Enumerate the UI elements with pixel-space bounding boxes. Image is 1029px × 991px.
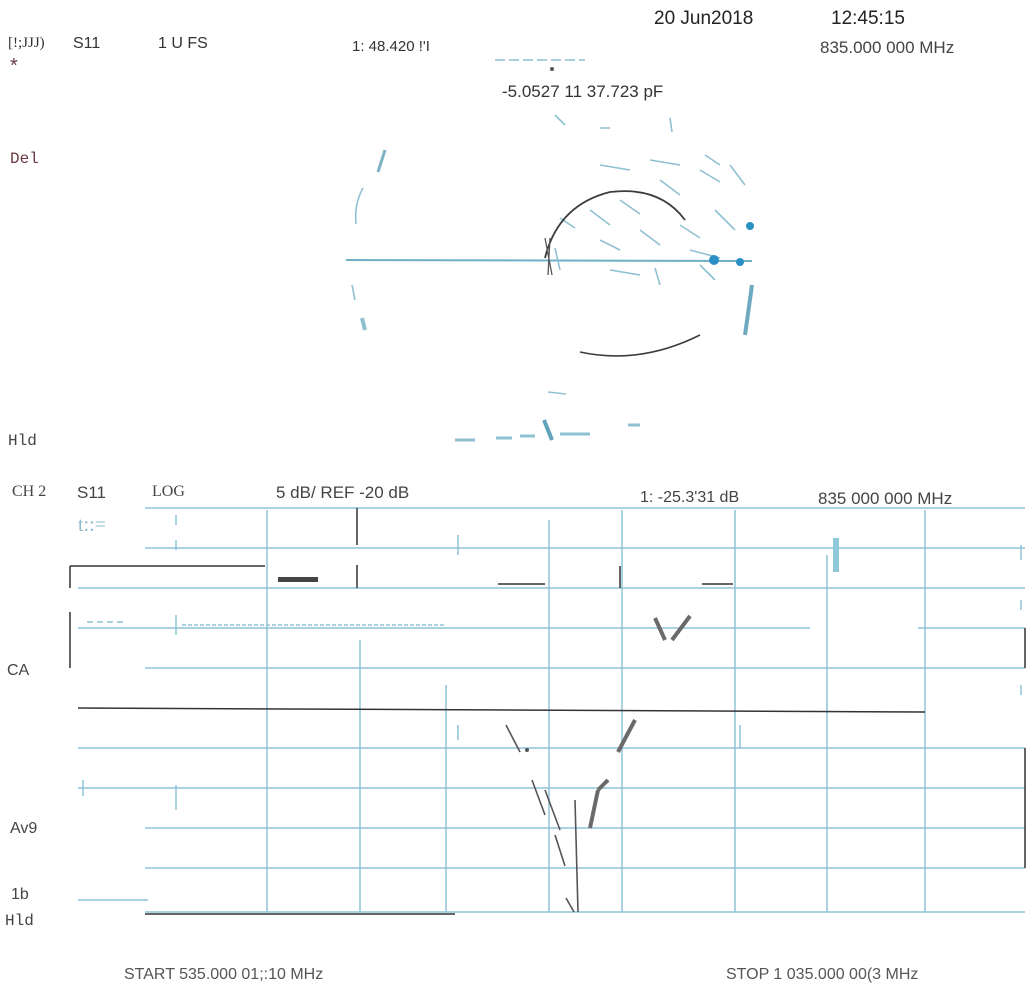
ch1-format: 1 U FS: [158, 35, 208, 52]
ch2-marker-frequency: 835 000 000 MHz: [818, 489, 953, 508]
ch1-param: S11: [73, 35, 101, 52]
average-indicator: Av9: [10, 820, 38, 837]
star-indicator: *: [10, 55, 18, 77]
date-readout: 20 Jun2018: [654, 8, 754, 29]
ch2-param: S11: [77, 483, 106, 502]
ch1-marker-frequency: 835.000 000 MHz: [820, 38, 955, 57]
average-count: 1b: [11, 886, 29, 903]
correction-indicator: CA: [7, 662, 30, 679]
hold-indicator-ch1: Hld: [8, 432, 37, 450]
ch1-marker-readout: 1: 48.420 !'I: [352, 38, 430, 55]
reference-line-symbol: t::=: [78, 514, 106, 536]
stop-frequency: STOP 1 035.000 00(3 MHz: [726, 966, 919, 983]
start-frequency: START 535.000 01;:10 MHz: [124, 966, 324, 983]
reference-marker-bar: [278, 577, 318, 582]
hold-indicator-ch2: Hld: [5, 912, 34, 930]
ch2-marker-readout: 1: -25.3'31 dB: [640, 489, 740, 506]
ch2-scale: 5 dB/ REF -20 dB: [276, 483, 410, 502]
ch1-label: [!;JJJ): [8, 35, 45, 51]
time-readout: 12:45:15: [831, 8, 905, 29]
ch2-format: LOG: [152, 483, 185, 500]
ch2-label: CH 2: [12, 483, 47, 500]
del-indicator: Del: [10, 150, 39, 168]
ch1-marker-secondary: -5.0527 11 37.723 pF: [502, 82, 664, 101]
